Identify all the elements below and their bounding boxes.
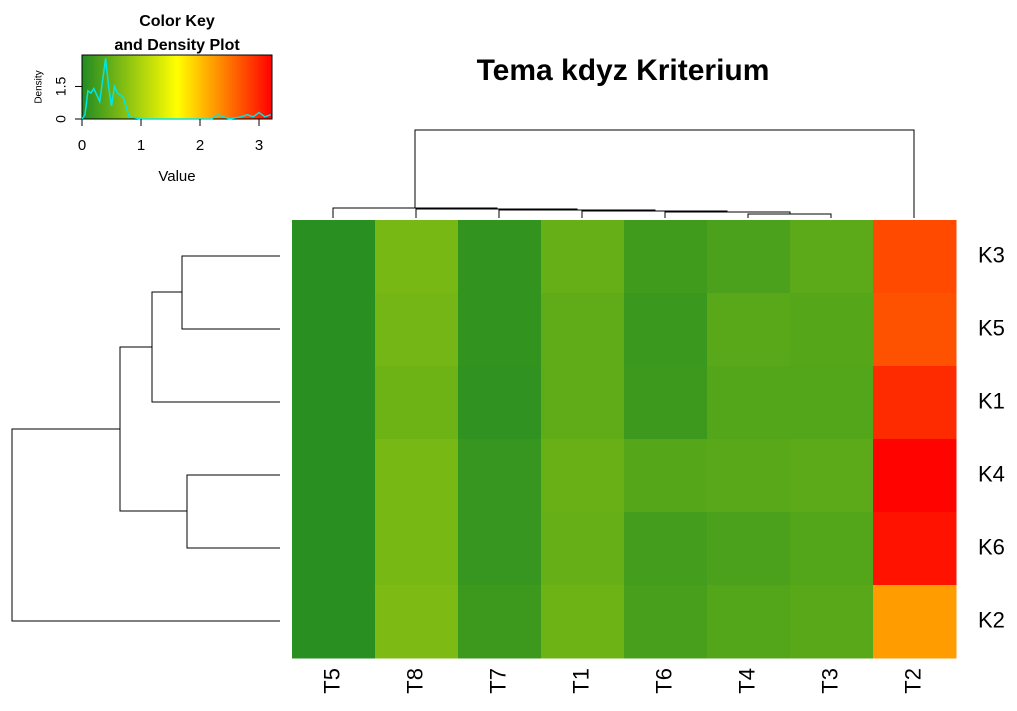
heatmap-cell [375, 439, 459, 513]
heatmap-cell [790, 439, 874, 513]
heatmap-cell [375, 293, 459, 367]
heatmap-cell [873, 439, 957, 513]
heatmap-cell [458, 585, 542, 659]
heatmap-cell [458, 439, 542, 513]
heatmap-cell [292, 585, 376, 659]
key-x-tick-label: 0 [78, 137, 86, 154]
heatmap-cell [790, 366, 874, 440]
column-label: T8 [402, 668, 427, 694]
heatmap-cell [458, 512, 542, 586]
column-label: T7 [485, 668, 510, 694]
heatmap-cell [624, 439, 708, 513]
heatmap-cell [707, 293, 791, 367]
heatmap-cell [624, 293, 708, 367]
heatmap-cell [375, 585, 459, 659]
key-title: and Density Plot [114, 37, 240, 54]
heatmap-cell [707, 220, 791, 294]
key-x-tick-label: 3 [255, 137, 263, 154]
heatmap-cell [873, 293, 957, 367]
heatmap-cell [292, 512, 376, 586]
heatmap-cell [375, 366, 459, 440]
row-dendrogram [11, 255, 280, 622]
heatmap-cell [541, 512, 625, 586]
column-label: T1 [568, 668, 593, 694]
key-x-tick-label: 1 [137, 137, 145, 154]
heatmap-cell [541, 220, 625, 294]
heatmap-cell [873, 512, 957, 586]
heatmap-cell [458, 293, 542, 367]
heatmap-cell [541, 585, 625, 659]
row-label: K3 [978, 242, 1005, 267]
density-line [81, 58, 272, 120]
row-label: K5 [978, 315, 1005, 340]
key-title: Color Key [139, 13, 215, 30]
heatmap-cell [624, 220, 708, 294]
heatmap-cell [458, 220, 542, 294]
heatmap-cell [375, 512, 459, 586]
key-y-tick-label: 1.5 [53, 77, 69, 97]
heatmap-cell [790, 512, 874, 586]
row-label: K1 [978, 388, 1005, 413]
row-label: K2 [978, 607, 1005, 632]
heatmap-cell [707, 585, 791, 659]
heatmap-cell [873, 585, 957, 659]
heatmap-cell [624, 366, 708, 440]
column-dendrogram-branches [332, 129, 915, 218]
heatmap-cell [541, 439, 625, 513]
heatmap-cell [624, 585, 708, 659]
heatmap-cell [624, 512, 708, 586]
heatmap-cell [292, 439, 376, 513]
heatmap-cell [292, 220, 376, 294]
key-y-label: Density [34, 70, 45, 103]
key-y-tick-label: 0 [53, 115, 69, 123]
heatmap-cell [292, 366, 376, 440]
heatmap-cell [707, 512, 791, 586]
row-label: K4 [978, 461, 1005, 486]
heatmap-cell [873, 366, 957, 440]
row-label: K6 [978, 534, 1005, 559]
heatmap-cell [790, 220, 874, 294]
chart-title: Tema kdyz Kriterium [477, 54, 770, 87]
heatmap-cell [458, 366, 542, 440]
heatmap-cell [707, 366, 791, 440]
key-x-label: Value [158, 168, 195, 185]
row-dendrogram-branches [11, 255, 280, 622]
heatmap-cell [790, 293, 874, 367]
column-label: T6 [651, 668, 676, 694]
column-label: T5 [319, 668, 344, 694]
heatmap-cell [541, 293, 625, 367]
column-label: T3 [817, 668, 842, 694]
column-label: T4 [734, 668, 759, 694]
heatmap-cell [873, 220, 957, 294]
column-label: T2 [900, 668, 925, 694]
column-dendrogram [332, 129, 915, 218]
heatmap-cell [541, 366, 625, 440]
heatmap-cell [292, 293, 376, 367]
heatmap-cell [375, 220, 459, 294]
key-x-tick-label: 2 [196, 137, 204, 154]
key-bar [81, 54, 273, 120]
heatmap-cell [790, 585, 874, 659]
heatmap-cell [707, 439, 791, 513]
